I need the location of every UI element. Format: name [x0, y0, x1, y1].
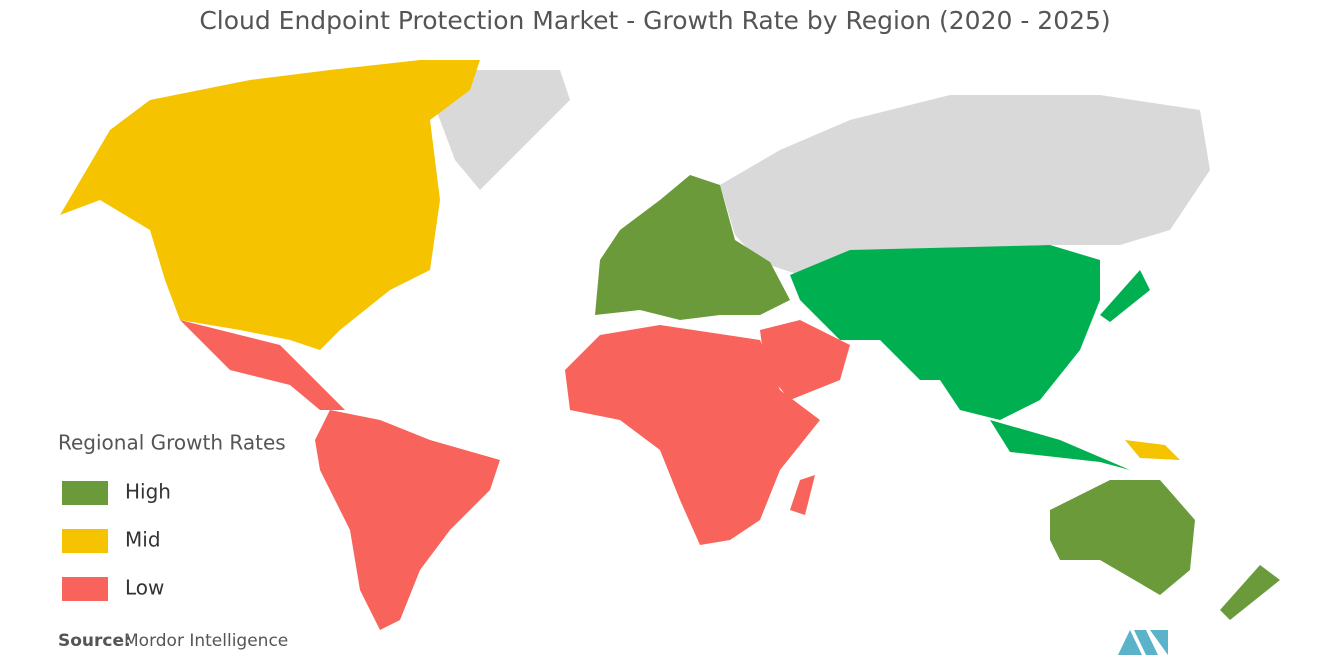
japan — [1100, 270, 1150, 322]
southeast-asia — [990, 420, 1130, 470]
new-zealand — [1220, 565, 1280, 620]
legend-swatch — [62, 529, 108, 553]
world-map — [60, 60, 1280, 630]
australia — [1050, 480, 1195, 595]
title: Cloud Endpoint Protection Market - Growt… — [199, 6, 1110, 35]
north-america — [60, 60, 480, 350]
central-america — [180, 320, 345, 410]
greenland — [430, 70, 570, 190]
asia — [790, 245, 1100, 420]
legend-swatch — [62, 577, 108, 601]
papua — [1125, 440, 1180, 460]
middle-east — [760, 320, 850, 400]
logo — [1118, 630, 1168, 655]
legend-label: Low — [125, 576, 164, 600]
legend-label: High — [125, 480, 171, 504]
source-text: Mordor Intelligence — [124, 631, 288, 651]
africa — [565, 325, 820, 545]
russia — [720, 95, 1210, 275]
legend-title: Regional Growth Rates — [58, 431, 286, 455]
madagascar — [790, 475, 815, 515]
south-america — [315, 410, 500, 630]
legend: High Mid Low — [62, 480, 171, 601]
europe — [595, 175, 790, 320]
legend-label: Mid — [125, 528, 161, 552]
legend-swatch — [62, 481, 108, 505]
source-label: Source: — [58, 631, 131, 651]
